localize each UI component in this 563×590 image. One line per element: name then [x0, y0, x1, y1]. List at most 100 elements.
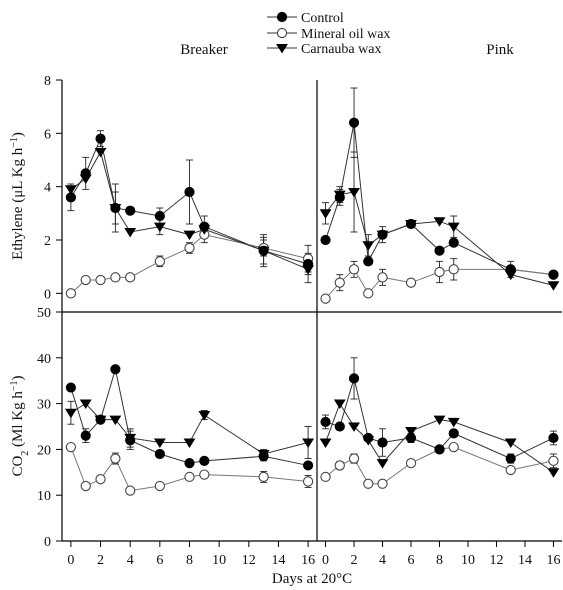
data-point-carnauba-wax — [362, 241, 375, 251]
x-tick-label: 2 — [97, 553, 104, 568]
data-point-carnauba-wax — [447, 417, 460, 428]
data-point-control — [348, 117, 360, 128]
data-point-control — [184, 458, 195, 469]
y-axis-title-part: (Ml Kg h — [10, 391, 26, 451]
data-point-control — [65, 382, 76, 393]
data-point-carnauba-wax — [64, 408, 77, 419]
data-point-control — [334, 421, 345, 432]
x-tick-label: 6 — [156, 553, 163, 568]
y-axis-title-part: −1 — [9, 137, 20, 148]
data-point-control — [434, 245, 445, 256]
data-point-mineral-oil-wax — [320, 471, 331, 483]
y-tick-label: 0 — [44, 535, 51, 550]
x-tick-label: 0 — [322, 553, 329, 568]
data-point-mineral-oil-wax — [125, 485, 136, 496]
legend-label-mineral-oil-wax: Mineral oil wax — [301, 27, 390, 42]
series-line-control — [70, 137, 309, 265]
series-line-mineral-oil-wax — [70, 234, 309, 294]
data-point-mineral-oil-wax — [448, 441, 459, 453]
y-axis-title: CO2 (Ml Kg h−1) — [9, 375, 31, 476]
series-line-mineral-oil-wax — [325, 446, 554, 485]
data-point-carnauba-wax — [547, 468, 560, 478]
data-point-carnauba-wax — [183, 230, 196, 241]
data-point-control — [199, 455, 210, 466]
data-point-carnauba-wax — [198, 411, 211, 421]
data-point-control — [505, 264, 516, 275]
data-point-mineral-oil-wax — [95, 274, 106, 286]
x-tick-label: 8 — [436, 553, 443, 568]
y-tick-label: 40 — [37, 352, 51, 367]
legend-label-control: Control — [301, 11, 344, 26]
data-point-control — [154, 210, 165, 222]
x-tick-label: 4 — [127, 553, 134, 568]
x-tick-label: 10 — [461, 553, 475, 568]
y-tick-label: 50 — [37, 306, 51, 321]
data-point-carnauba-wax — [348, 187, 360, 198]
data-point-carnauba-wax — [153, 222, 166, 233]
data-point-control — [363, 256, 374, 267]
data-point-control — [258, 451, 269, 462]
data-point-carnauba-wax — [504, 438, 517, 448]
data-point-carnauba-wax — [319, 438, 332, 448]
data-point-mineral-oil-wax — [334, 277, 345, 288]
series-line-carnauba-wax — [70, 402, 309, 455]
x-axis-title: Days at 20°C — [272, 571, 352, 587]
data-point-control — [65, 192, 76, 203]
y-axis-title: Ethylene (μL Kg h−1) — [9, 132, 27, 260]
data-point-control — [363, 432, 374, 444]
y-axis-title-part: ) — [10, 375, 26, 380]
x-tick-label: 12 — [489, 553, 503, 568]
data-point-mineral-oil-wax — [154, 480, 165, 492]
data-point-mineral-oil-wax — [258, 471, 269, 483]
data-point-control — [405, 218, 417, 230]
y-axis-title-part: −1 — [9, 380, 20, 391]
data-point-carnauba-wax — [333, 399, 346, 410]
data-point-control — [320, 234, 331, 246]
data-point-mineral-oil-wax — [405, 457, 417, 469]
data-point-control — [95, 414, 106, 425]
y-tick-label: 10 — [37, 489, 51, 504]
data-point-mineral-oil-wax — [405, 277, 417, 288]
panel-title-breaker: Breaker — [180, 42, 227, 58]
data-point-control — [80, 430, 91, 441]
data-point-mineral-oil-wax — [125, 272, 136, 283]
data-point-control — [110, 364, 121, 375]
data-point-control — [505, 453, 516, 464]
series-line-mineral-oil-wax — [70, 446, 309, 492]
panel-pink-ethylene — [319, 87, 560, 304]
panel-breaker-co2 — [64, 364, 315, 496]
panel-title-pink: Pink — [486, 42, 514, 58]
data-point-mineral-oil-wax — [377, 272, 388, 283]
data-point-carnauba-wax — [447, 222, 460, 233]
data-point-mineral-oil-wax — [302, 476, 314, 487]
data-point-mineral-oil-wax — [377, 478, 388, 489]
data-point-mineral-oil-wax — [80, 480, 91, 492]
data-point-control — [154, 448, 165, 460]
y-tick-label: 0 — [44, 287, 51, 302]
data-point-control — [303, 258, 314, 270]
data-point-mineral-oil-wax — [334, 460, 345, 471]
y-axis-title-part: 2 — [20, 451, 31, 456]
data-point-carnauba-wax — [94, 147, 107, 158]
data-point-carnauba-wax — [109, 415, 122, 426]
data-point-control — [348, 373, 360, 384]
data-point-control — [125, 435, 136, 446]
y-tick-label: 4 — [44, 181, 51, 196]
panel-breaker-ethylene — [64, 130, 315, 299]
data-point-carnauba-wax — [64, 185, 77, 195]
data-point-carnauba-wax — [348, 422, 360, 432]
y-tick-label: 20 — [37, 443, 51, 458]
data-point-control — [303, 460, 314, 471]
data-point-carnauba-wax — [433, 415, 446, 426]
y-tick-label: 6 — [44, 127, 51, 142]
series-line-control — [325, 376, 554, 460]
data-point-mineral-oil-wax — [80, 274, 91, 286]
x-tick-label: 8 — [186, 553, 193, 568]
x-tick-label: 14 — [518, 553, 532, 568]
data-point-mineral-oil-wax — [184, 471, 195, 483]
series-line-carnauba-wax — [325, 191, 554, 286]
x-tick-label: 14 — [271, 553, 285, 568]
data-point-mineral-oil-wax — [320, 293, 331, 304]
